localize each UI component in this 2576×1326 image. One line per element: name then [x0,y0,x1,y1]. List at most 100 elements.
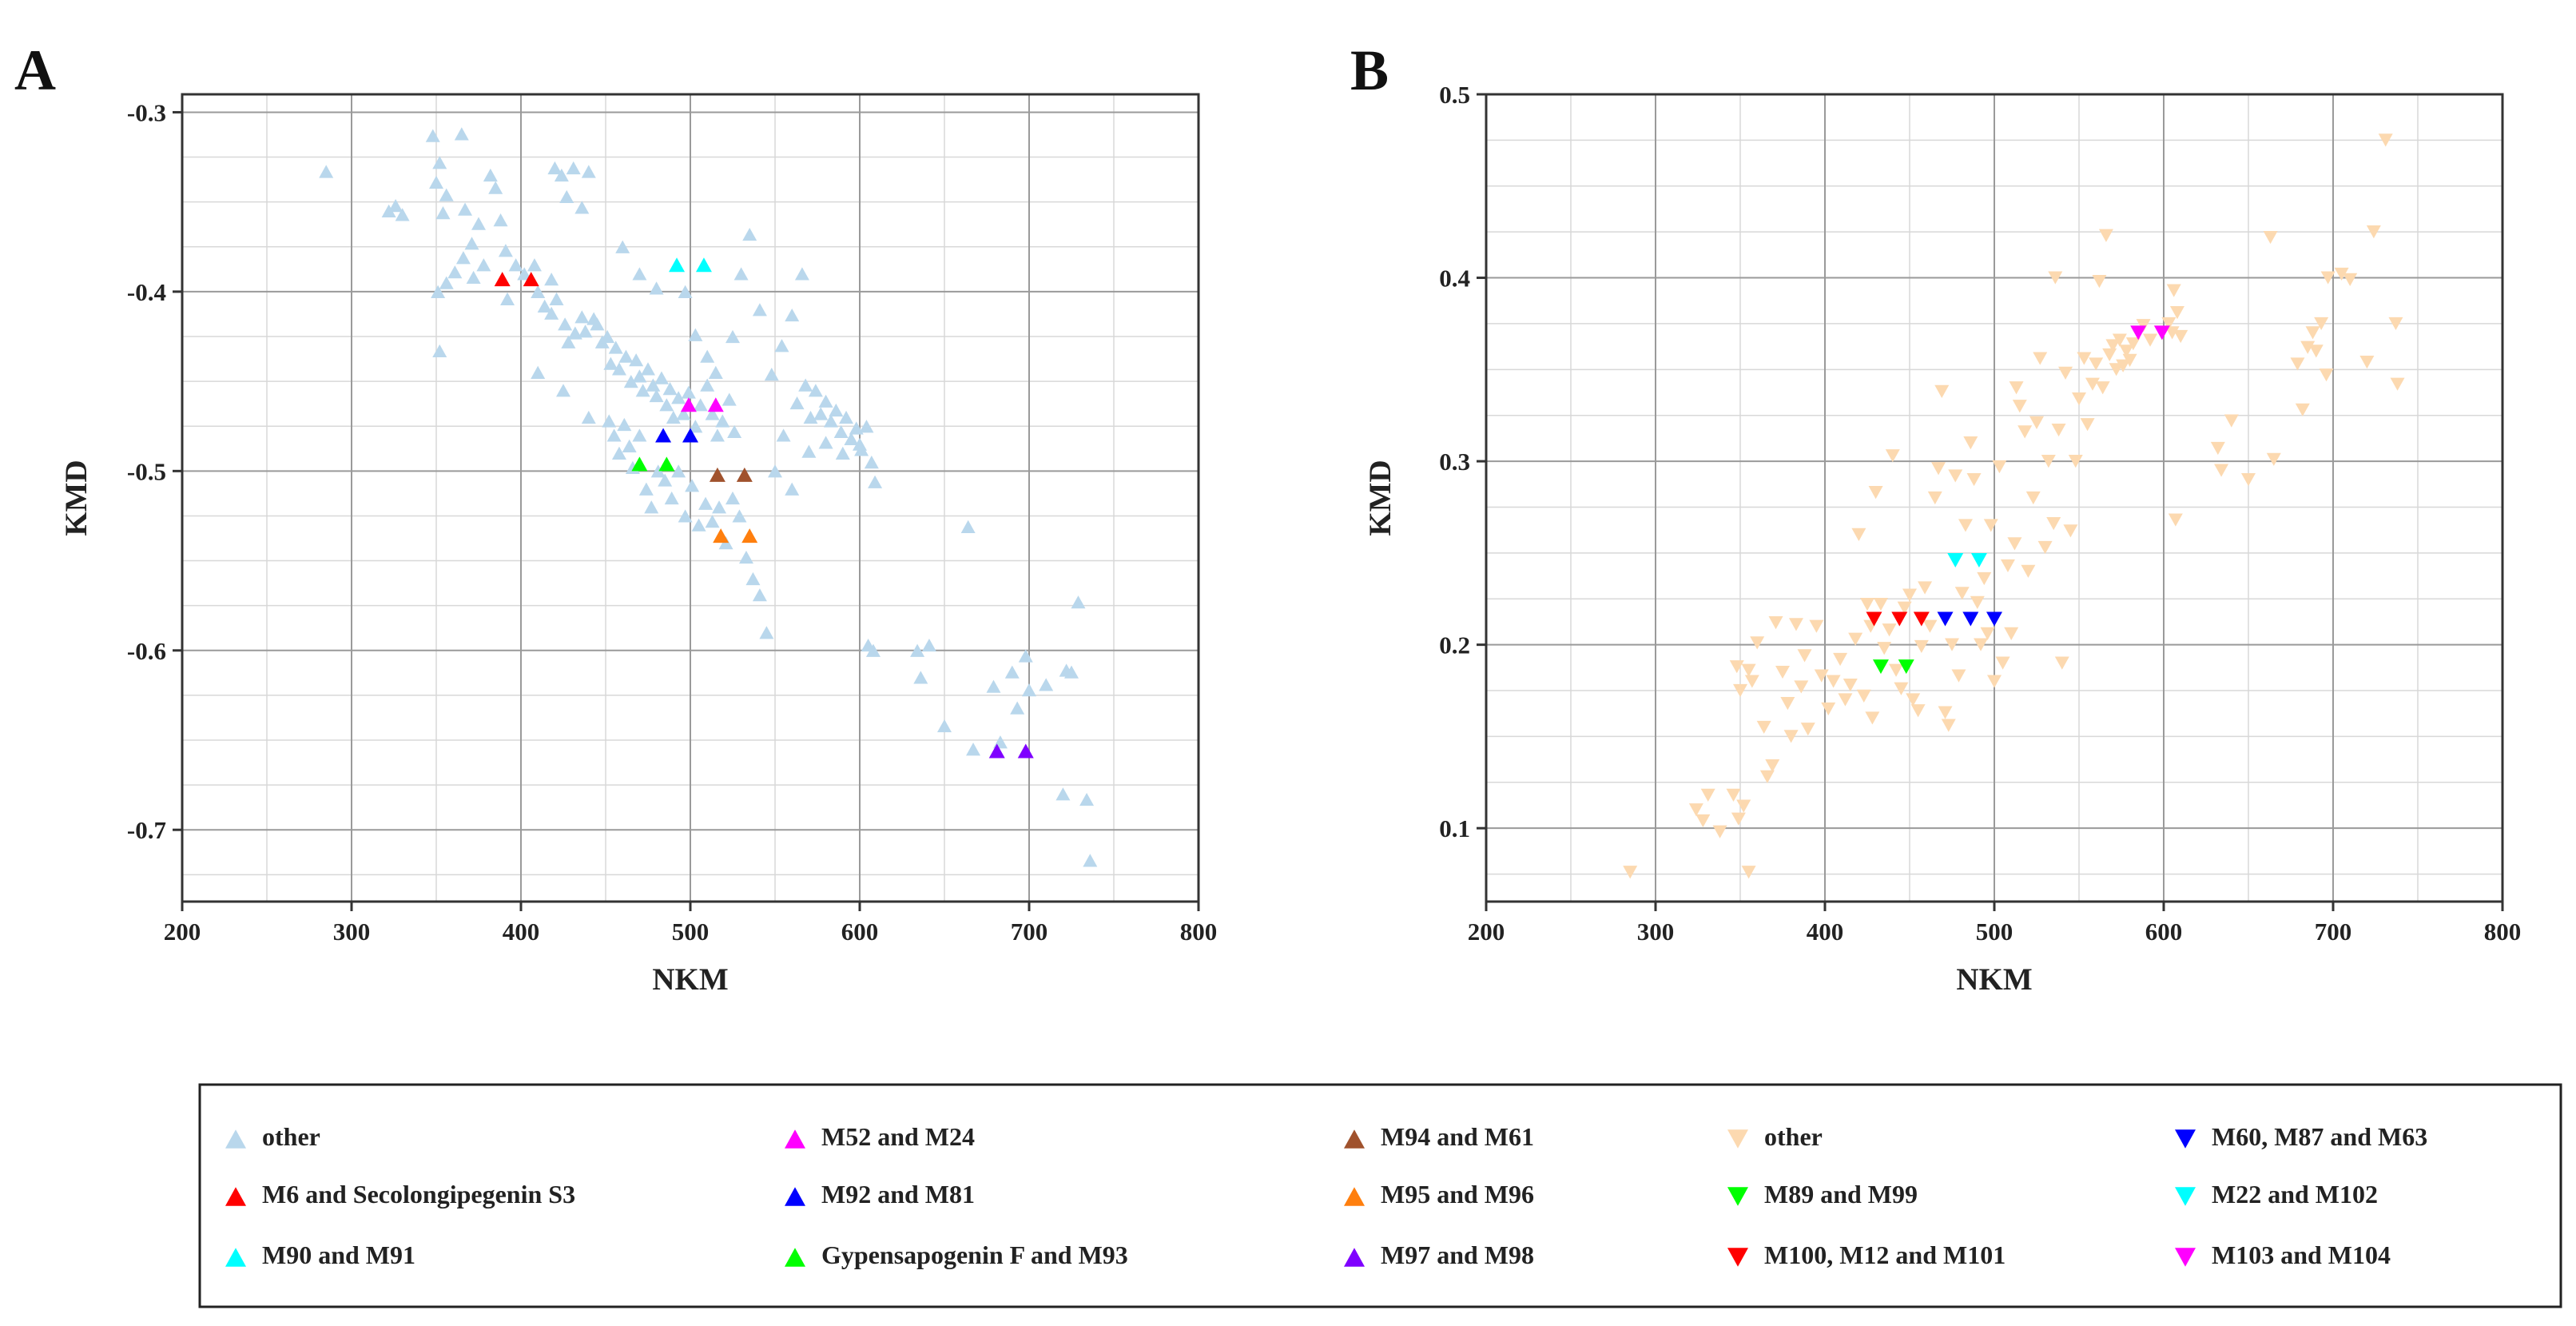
a-point-other [798,378,813,392]
a-x-tick-label: 600 [841,918,879,946]
a-x-tick-label: 300 [333,918,371,946]
legend-label: M94 and M61 [1381,1122,1534,1151]
b-point-other [1851,528,1866,542]
a-point-other [865,643,881,657]
a-point-other [531,365,546,379]
a-point-other [615,240,630,253]
b-point-other [1918,581,1933,595]
a-point-other [801,444,817,458]
a-point-other [435,206,451,220]
b-point-other [1729,660,1744,674]
a-point-other [849,421,864,435]
a-point-other [574,310,590,324]
b-point-other [1927,491,1942,505]
a-point-other [590,317,605,331]
b-point-highlight [1986,611,2002,627]
b-point-other [2388,317,2403,331]
b-point-other [2098,229,2113,242]
legend: other M6 and Secolongipegenin S3 M90 and M… [198,1083,2562,1308]
b-point-other [2319,368,2334,382]
a-point-other [752,303,767,317]
b-point-other [1865,711,1880,725]
b-point-highlight [1872,659,1889,675]
b-point-other [1877,642,1892,655]
b-x-tick-label: 200 [1468,918,1505,946]
a-point-other [558,317,573,331]
a-point-other [603,356,618,370]
a-point-other [466,270,481,285]
b-point-other [1726,788,1741,802]
b-point-other [1885,449,1900,463]
a-point-other [556,384,570,397]
a-point-other [574,201,590,214]
b-point-highlight [1891,611,1908,627]
legend-marker [1344,1129,1365,1149]
b-point-other [2173,329,2188,344]
b-point-other [1733,683,1747,698]
a-point-other [725,491,740,505]
a-point-other [700,378,715,392]
b-point-other [1759,770,1775,784]
b-point-highlight [1937,611,1954,627]
b-point-other [2037,540,2053,555]
b-point-other [1897,601,1912,615]
a-x-tick-label: 500 [672,918,710,946]
b-point-other [1821,702,1836,716]
b-point-other [1889,663,1904,677]
b-point-other [2210,441,2225,456]
legend-label: M60, M87 and M63 [2212,1122,2427,1151]
a-point-other [868,475,883,488]
b-point-other [1744,675,1759,688]
a-point-other [578,325,593,338]
b-x-tick-label: 500 [1976,918,2013,946]
a-point-other [1079,792,1095,806]
b-point-other [1966,472,1982,487]
legend-marker [1727,1187,1748,1206]
b-point-other [1700,788,1715,802]
b-point-other [1938,706,1953,719]
b-point-other [2102,348,2117,362]
b-point-other [1860,598,1874,611]
a-point-other [1018,649,1033,663]
a-point-other [649,281,664,295]
b-point-other [1987,675,2002,688]
a-point-other [493,213,508,227]
a-point-other [839,410,854,424]
a-point-other [1010,701,1025,715]
a-point-other [649,388,664,403]
b-point-highlight [1913,611,1930,627]
a-point-other [813,407,829,420]
a-point-other [439,188,454,201]
a-point-other [818,436,833,449]
a-point-other [794,267,809,281]
a-point-other [611,446,626,460]
legend-marker [785,1248,805,1267]
a-point-other [742,227,757,241]
b-point-other [1894,682,1909,695]
b-point-other [1910,704,1926,718]
a-point-other [921,638,936,652]
b-point-other [2378,133,2393,147]
b-point-other [2295,403,2310,416]
a-point-other [774,339,789,352]
a-point-other [671,464,686,478]
b-point-other [1768,615,1783,630]
a-y-tick-label: -0.3 [127,98,166,126]
a-point-other [432,344,447,358]
a-point-other [666,410,681,424]
a-point-other [537,299,552,313]
legend-label: M52 and M24 [821,1122,975,1151]
b-point-other [2000,559,2015,573]
a-point-other [764,368,779,381]
a-point-other [785,308,800,322]
a-point-other [544,273,559,286]
b-point-other [1914,639,1929,654]
b-point-other [1948,469,1963,483]
b-point-other [2033,352,2048,365]
b-point-other [1623,866,1638,879]
a-point-other [654,371,669,384]
a-point-other [688,328,703,341]
b-point-other [1941,719,1956,732]
b-point-other [1934,384,1950,398]
b-point-other [1954,587,1970,600]
